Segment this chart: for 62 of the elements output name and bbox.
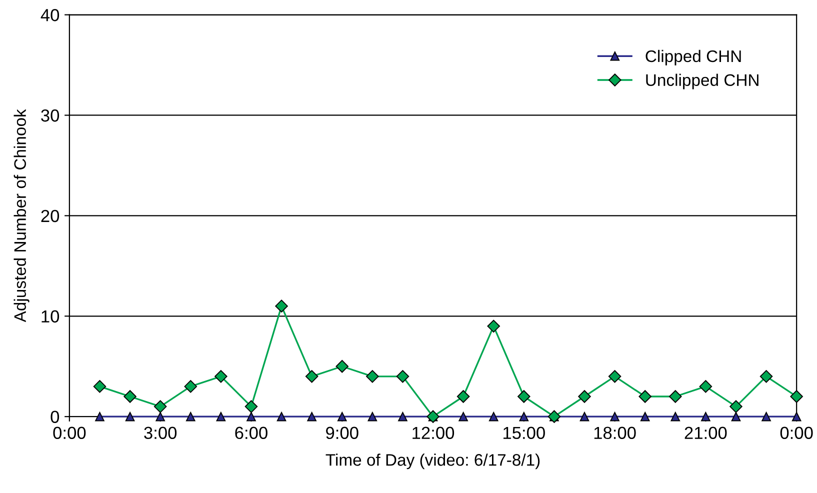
point (580, 412, 590, 422)
point (186, 412, 196, 422)
point (760, 370, 773, 383)
legend-label: Unclipped CHN (646, 74, 758, 90)
point (156, 412, 165, 422)
point (578, 390, 591, 403)
point (275, 300, 288, 312)
point (214, 370, 228, 383)
point (790, 390, 803, 403)
x-axis-title: Time of Day (video: 6/17-8/1) (326, 454, 540, 470)
y-tick-label: 30 (41, 109, 60, 122)
point (95, 412, 104, 422)
point (184, 380, 198, 393)
point (125, 412, 135, 422)
point (699, 380, 712, 393)
y-tick-label: 20 (41, 210, 60, 222)
x-tick-label: 6:00 (235, 426, 268, 440)
point (246, 412, 256, 422)
point (731, 412, 741, 422)
legend-label: Clipped CHN (646, 50, 741, 66)
point (305, 370, 318, 383)
y-axis-title: Adjusted Number of Chinook (14, 109, 30, 322)
point (701, 412, 710, 422)
point (458, 412, 468, 422)
point (792, 412, 802, 422)
point (488, 412, 498, 422)
point (396, 370, 410, 383)
x-tick-label: 0:00 (780, 426, 813, 440)
x-tick-label: 12:00 (412, 426, 454, 440)
y-tick-label: 10 (42, 310, 60, 323)
point (398, 412, 408, 422)
point (456, 390, 470, 403)
point (337, 412, 347, 422)
point (669, 390, 682, 403)
y-tick-label: 0 (50, 410, 60, 424)
point (730, 400, 742, 413)
point (608, 370, 622, 383)
point (762, 412, 771, 422)
point (670, 412, 680, 422)
point (93, 380, 106, 393)
point (518, 390, 530, 403)
point (154, 400, 167, 413)
point (307, 412, 316, 422)
x-tick-label: 15:00 (504, 426, 545, 440)
x-tick-label: 9:00 (326, 426, 358, 440)
x-tick-label: 21:00 (684, 426, 727, 440)
point (638, 390, 652, 403)
y-tick-label: 40 (40, 8, 60, 22)
point (366, 370, 379, 383)
x-tick-label: 0:00 (53, 426, 86, 440)
point (368, 412, 378, 422)
point (640, 412, 650, 422)
point (610, 412, 620, 422)
point (124, 390, 136, 403)
point (244, 400, 258, 413)
x-tick-label: 3:00 (144, 426, 177, 440)
point (336, 360, 348, 373)
point (216, 412, 226, 422)
x-tick-label: 18:00 (594, 426, 636, 440)
point (487, 320, 500, 333)
point (519, 412, 529, 422)
point (276, 412, 286, 422)
